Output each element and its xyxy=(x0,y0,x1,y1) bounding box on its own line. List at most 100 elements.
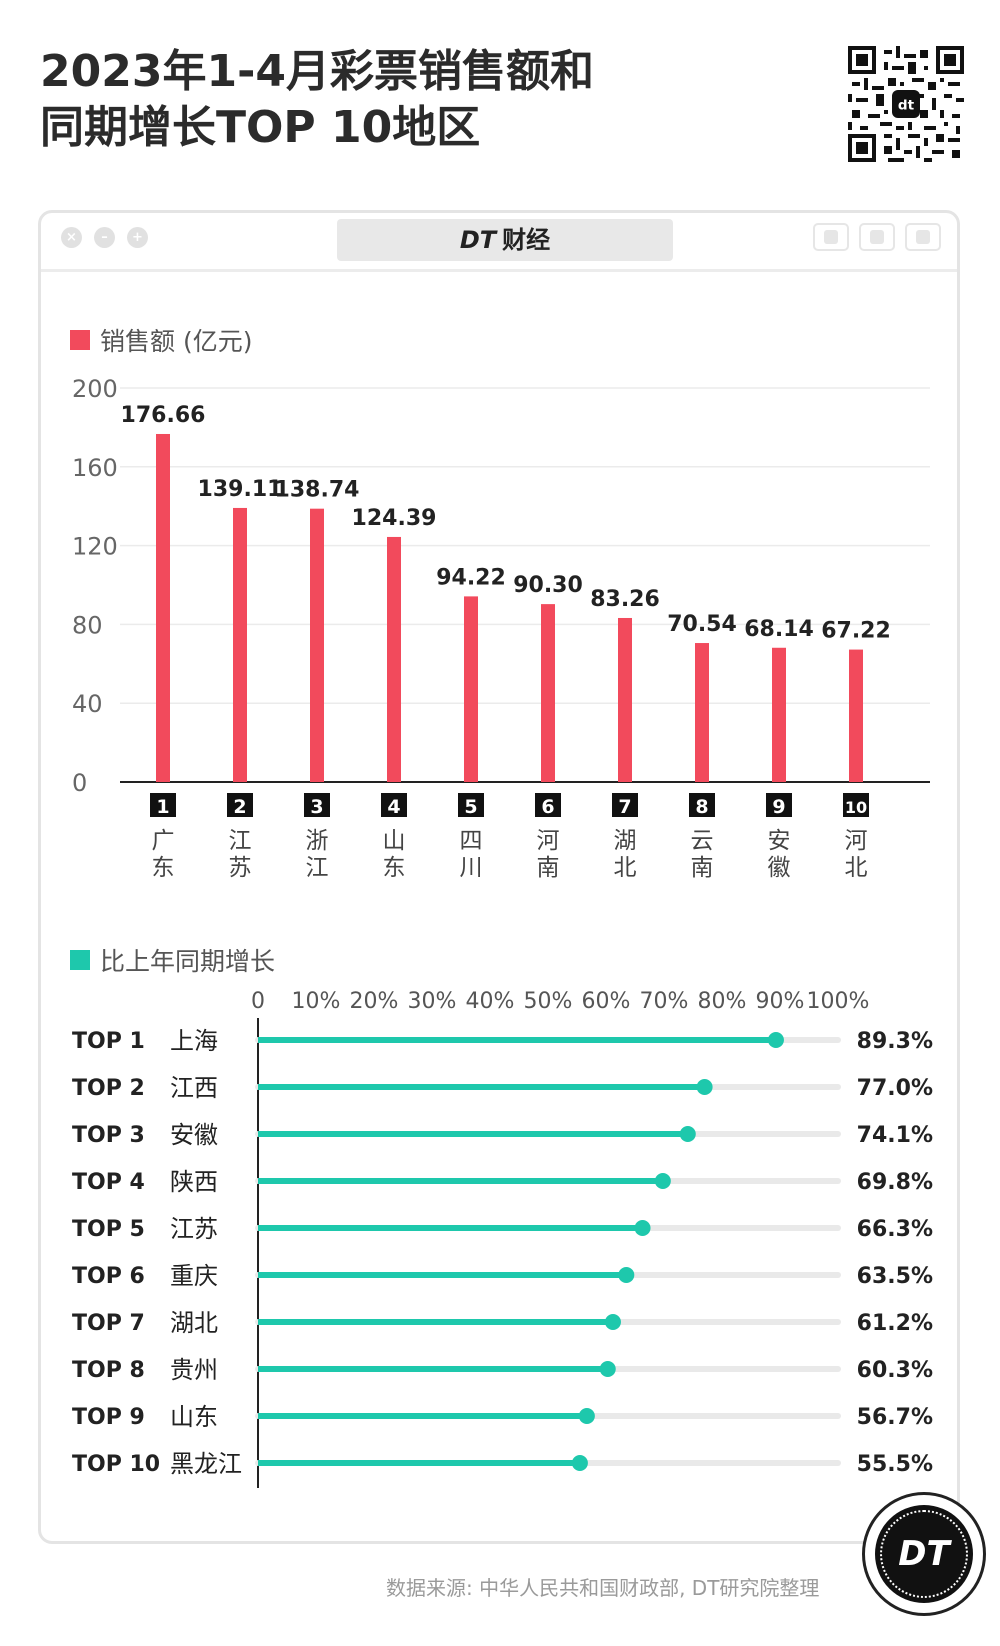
x-tick-label: 80% xyxy=(698,989,747,1014)
close-icon[interactable]: × xyxy=(61,227,82,248)
growth-value-label: 77.0% xyxy=(857,1076,933,1101)
bar xyxy=(233,507,247,782)
y-tick-label: 40 xyxy=(72,690,103,718)
category-label-char: 广 xyxy=(152,828,175,854)
logo-text: DT xyxy=(898,1534,950,1574)
category-label-char: 山 xyxy=(383,828,406,854)
growth-dot xyxy=(599,1361,616,1377)
window-controls: × – + xyxy=(61,227,148,248)
bar-value-label: 139.11 xyxy=(198,477,283,502)
category-label-char: 川 xyxy=(460,855,483,881)
rank-label: TOP 3 xyxy=(72,1123,145,1148)
x-tick-label: 50% xyxy=(524,989,573,1014)
category-label: 重庆 xyxy=(170,1262,218,1290)
rank-label: TOP 8 xyxy=(72,1358,145,1383)
maximize-icon[interactable]: + xyxy=(127,227,148,248)
category-label: 江西 xyxy=(170,1074,218,1102)
bar xyxy=(618,617,632,782)
page-title: 2023年1-4月彩票销售额和 同期增长TOP 10地区 xyxy=(40,44,594,156)
category-label: 贵州 xyxy=(170,1356,218,1384)
x-tick-label: 0 xyxy=(251,989,265,1014)
category-label: 江苏 xyxy=(170,1215,218,1243)
rank-number: 2 xyxy=(233,796,246,818)
y-tick-label: 200 xyxy=(72,375,118,403)
rank-number: 4 xyxy=(387,796,400,818)
category-label-char: 浙 xyxy=(306,828,329,854)
growth-value-label: 66.3% xyxy=(857,1217,933,1242)
growth-value-label: 74.1% xyxy=(857,1123,933,1148)
rank-badge xyxy=(458,793,484,817)
bar xyxy=(541,604,555,782)
rank-badge xyxy=(689,793,715,817)
category-label-char: 北 xyxy=(845,855,868,881)
growth-value-label: 55.5% xyxy=(857,1452,933,1477)
category-label-char: 安 xyxy=(768,828,791,854)
rank-label: TOP 6 xyxy=(72,1264,145,1289)
window-title-bar: × – + DT 财经 xyxy=(41,213,957,272)
category-label-char: 南 xyxy=(691,855,714,881)
category-label-char: 东 xyxy=(152,855,175,881)
growth-dot xyxy=(767,1032,784,1048)
growth-value-label: 60.3% xyxy=(857,1358,933,1383)
y-tick-label: 80 xyxy=(72,611,103,639)
rank-badge xyxy=(612,793,638,817)
growth-dot xyxy=(618,1267,635,1283)
rank-label: TOP 2 xyxy=(72,1076,145,1101)
legend-growth: 比上年同期增长 xyxy=(70,942,275,978)
window-icon[interactable] xyxy=(813,223,849,251)
growth-dot xyxy=(696,1079,713,1095)
svg-text:dt: dt xyxy=(898,98,915,114)
rank-number: 3 xyxy=(310,796,323,818)
category-label-char: 徽 xyxy=(768,855,791,881)
bar-value-label: 138.74 xyxy=(275,478,360,503)
rank-badge xyxy=(766,793,792,817)
rank-label: TOP 5 xyxy=(72,1217,145,1242)
sales-bar-chart: 04080120160200176.661广东139.112江苏138.743浙… xyxy=(72,375,930,881)
bar-value-label: 83.26 xyxy=(590,587,660,612)
x-tick-label: 70% xyxy=(640,989,689,1014)
legend-sales: 销售额 (亿元) xyxy=(70,322,252,358)
bar-value-label: 176.66 xyxy=(121,403,206,428)
legend-label-growth: 比上年同期增长 xyxy=(100,947,276,976)
category-label-char: 东 xyxy=(383,855,406,881)
bar xyxy=(772,647,786,782)
minimize-icon[interactable]: – xyxy=(94,227,115,248)
bar-value-label: 70.54 xyxy=(667,612,737,637)
window-icon[interactable] xyxy=(905,223,941,251)
growth-value-label: 69.8% xyxy=(857,1170,933,1195)
x-tick-label: 10% xyxy=(292,989,341,1014)
bar-value-label: 68.14 xyxy=(744,617,814,642)
category-label: 湖北 xyxy=(170,1309,218,1337)
category-label-char: 河 xyxy=(537,828,560,854)
data-source: 数据来源: 中华人民共和国财政部, DT研究院整理 xyxy=(386,1576,820,1600)
growth-value-label: 61.2% xyxy=(857,1311,933,1336)
growth-value-label: 63.5% xyxy=(857,1264,933,1289)
x-tick-label: 40% xyxy=(466,989,515,1014)
category-label-char: 云 xyxy=(691,828,714,854)
y-tick-label: 160 xyxy=(72,454,118,482)
rank-label: TOP 4 xyxy=(72,1170,145,1195)
title-line-2: 同期增长TOP 10地区 xyxy=(40,102,481,153)
category-label: 上海 xyxy=(170,1027,218,1055)
legend-label-sales: 销售额 (亿元) xyxy=(100,327,253,356)
category-label: 陕西 xyxy=(170,1168,218,1196)
rank-badge xyxy=(381,793,407,817)
category-label: 黑龙江 xyxy=(170,1450,242,1478)
rank-number: 7 xyxy=(618,796,631,818)
category-label-char: 河 xyxy=(845,828,868,854)
window-icons xyxy=(813,223,941,251)
brand-mark: DT xyxy=(459,226,497,254)
rank-number: 5 xyxy=(464,796,477,818)
bar-value-label: 67.22 xyxy=(821,619,891,644)
bar xyxy=(156,433,170,782)
brand-tab[interactable]: DT 财经 xyxy=(337,219,673,261)
growth-dot xyxy=(654,1173,671,1189)
rank-label: TOP 7 xyxy=(72,1311,145,1336)
rank-badge xyxy=(843,793,869,817)
rank-badge xyxy=(227,793,253,817)
window-icon[interactable] xyxy=(859,223,895,251)
qr-code-icon[interactable]: dt xyxy=(848,46,964,162)
bar-value-label: 124.39 xyxy=(352,506,437,531)
rank-label: TOP 9 xyxy=(72,1405,145,1430)
